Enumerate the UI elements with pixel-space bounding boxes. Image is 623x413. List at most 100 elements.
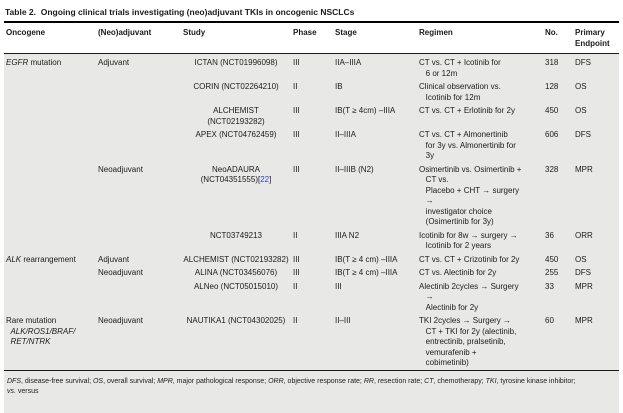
header-row: Oncogene (Neo)adjuvant Study Phase Stage… xyxy=(4,23,619,54)
footnote-segment: , overall survival; xyxy=(103,378,158,385)
neoadjuvant-cell: Neoadjuvant xyxy=(96,266,181,280)
phase-cell: III xyxy=(291,163,333,229)
footnote-segment: TKI xyxy=(485,378,497,385)
col-header-phase: Phase xyxy=(291,23,333,54)
phase-cell: III xyxy=(291,128,333,163)
table-row: NCT03749213 II IIIA N2 Icotinib for 8w →… xyxy=(4,229,619,253)
phase-cell: III xyxy=(291,266,333,280)
enrollment-cell: 33 xyxy=(543,280,573,315)
oncogene-suffix: rearrangement xyxy=(21,254,76,264)
footnote-segment: , tyrosine kinase inhibitor; xyxy=(496,378,576,385)
neoadjuvant-cell xyxy=(96,229,181,253)
stage-cell: IB(T ≥ 4 cm) –IIIA xyxy=(333,253,417,267)
enrollment-cell: 60 xyxy=(543,314,573,370)
footnote-segment: , resection rate; xyxy=(373,378,425,385)
stage-cell: II–IIIA xyxy=(333,128,417,163)
study-name: ALCHEMIST (NCT02193282) xyxy=(183,254,289,264)
study-name: NeoADAURA (NCT04351555) xyxy=(200,164,260,185)
stage-cell: IB xyxy=(333,80,417,105)
study-cell: ALCHEMIST (NCT02193282) xyxy=(181,253,291,267)
oncogene-cell: ALK rearrangement xyxy=(4,253,96,267)
study-cell: CORIN (NCT02264210) xyxy=(181,80,291,105)
regimen-cell: CT vs. Alectinib for 2y xyxy=(417,266,543,280)
footnote-segment: RR xyxy=(363,378,374,385)
phase-cell: II xyxy=(291,229,333,253)
stage-cell: IB(T ≥ 4cm) –IIIA xyxy=(333,104,417,129)
neoadjuvant-cell xyxy=(96,128,181,163)
study-cell: NAUTIKA1 (NCT04302025) xyxy=(181,314,291,370)
footnote-segment: , disease-free survival; xyxy=(21,378,93,385)
phase-cell: III xyxy=(291,53,333,81)
stage-cell: III xyxy=(333,280,417,315)
oncogene-cell xyxy=(4,266,96,280)
top-rule xyxy=(4,21,619,23)
regimen-cell: Osimertinib vs. Osimertinib + CT vs. Pla… xyxy=(417,163,543,229)
endpoint-cell: DFS xyxy=(573,266,619,280)
enrollment-cell: 255 xyxy=(543,266,573,280)
stage-cell: IB(T ≥ 4 cm) –IIIA xyxy=(333,266,417,280)
footnote: DFS, disease-free survival; OS, overall … xyxy=(4,370,619,413)
oncogene-gene: EGFR xyxy=(6,58,29,67)
stage-cell: II–IIIB (N2) xyxy=(333,163,417,229)
regimen-cell: CT vs. CT + Icotinib for 6 or 12m xyxy=(417,53,543,81)
study-name: ALCHEMIST (NCT02193282) xyxy=(207,106,265,126)
study-name: NAUTIKA1 (NCT04302025) xyxy=(186,316,286,325)
endpoint-cell: DFS xyxy=(573,128,619,163)
neoadjuvant-cell: Neoadjuvant xyxy=(96,314,181,370)
enrollment-cell: 128 xyxy=(543,80,573,105)
endpoint-cell: ORR xyxy=(573,229,619,253)
endpoint-cell: MPR xyxy=(573,314,619,370)
phase-cell: II xyxy=(291,80,333,105)
study-name: ALINA (NCT03456076) xyxy=(194,268,278,277)
footnote-segment: DFS xyxy=(7,378,21,385)
study-name: NCT03749213 xyxy=(209,230,263,240)
study-cell: NeoADAURA (NCT04351555)[22] xyxy=(181,163,291,229)
study-cell: ICTAN (NCT01996098) xyxy=(181,53,291,81)
regimen-cell: Clinical observation vs. Icotinib for 12… xyxy=(417,80,543,105)
endpoint-cell: OS xyxy=(573,253,619,267)
neoadjuvant-cell: Adjuvant xyxy=(96,53,181,81)
citation-link[interactable]: 22 xyxy=(260,175,270,184)
col-header-neoadjuvant: (Neo)adjuvant xyxy=(96,23,181,54)
oncogene-cell: Rare mutation ALK/ROS1/BRAF/ RET/NTRK xyxy=(4,314,96,370)
table-header: Oncogene (Neo)adjuvant Study Phase Stage… xyxy=(4,23,619,54)
enrollment-cell: 606 xyxy=(543,128,573,163)
oncogene-suffix: mutation xyxy=(28,58,62,67)
oncogene-cell xyxy=(4,229,96,253)
regimen-cell: Alectinib 2cycles → Surgery → Alectinib … xyxy=(417,280,543,315)
enrollment-cell: 328 xyxy=(543,163,573,229)
table-title: Table 2. Ongoing clinical trials investi… xyxy=(5,7,355,17)
study-cell: ALCHEMIST (NCT02193282) xyxy=(181,104,291,129)
enrollment-cell: 450 xyxy=(543,253,573,267)
table-row: ALK rearrangement Adjuvant ALCHEMIST (NC… xyxy=(4,253,619,267)
footnote-segment: CT xyxy=(424,378,434,385)
table-row: ALNeo (NCT05015010) II III Alectinib 2cy… xyxy=(4,280,619,315)
table-row: CORIN (NCT02264210) II IB Clinical obser… xyxy=(4,80,619,105)
study-cell: ALNeo (NCT05015010) xyxy=(181,280,291,315)
oncogene-prefix: Rare mutation xyxy=(6,316,57,325)
table-row: Neoadjuvant NeoADAURA (NCT04351555)[22] … xyxy=(4,163,619,229)
endpoint-cell: MPR xyxy=(573,280,619,315)
phase-cell: II xyxy=(291,314,333,370)
regimen-cell: TKI 2cycles → Surgery → CT + TKI for 2y … xyxy=(417,314,543,370)
regimen-cell: Icotinib for 8w → surgery → Icotinib for… xyxy=(417,229,543,253)
neoadjuvant-cell xyxy=(96,104,181,129)
study-name: APEX (NCT04762459) xyxy=(195,130,277,139)
study-cell: APEX (NCT04762459) xyxy=(181,128,291,163)
study-name: ALNeo (NCT05015010) xyxy=(193,281,279,291)
phase-cell: II xyxy=(291,280,333,315)
study-cell: NCT03749213 xyxy=(181,229,291,253)
table-body: EGFR mutation Adjuvant ICTAN (NCT0199609… xyxy=(4,53,619,370)
neoadjuvant-cell: Adjuvant xyxy=(96,253,181,267)
footnote-segment: , objective response rate; xyxy=(283,378,364,385)
col-header-no: No. xyxy=(543,23,573,54)
enrollment-cell: 450 xyxy=(543,104,573,129)
footnote-segment: ORR xyxy=(268,378,284,385)
endpoint-cell: OS xyxy=(573,104,619,129)
col-header-study: Study xyxy=(181,23,291,54)
regimen-cell: CT vs. CT + Almonertinib for 3y vs. Almo… xyxy=(417,128,543,163)
col-header-oncogene: Oncogene xyxy=(4,23,96,54)
footnote-segment: MPR xyxy=(157,378,173,385)
oncogene-cell xyxy=(4,104,96,129)
